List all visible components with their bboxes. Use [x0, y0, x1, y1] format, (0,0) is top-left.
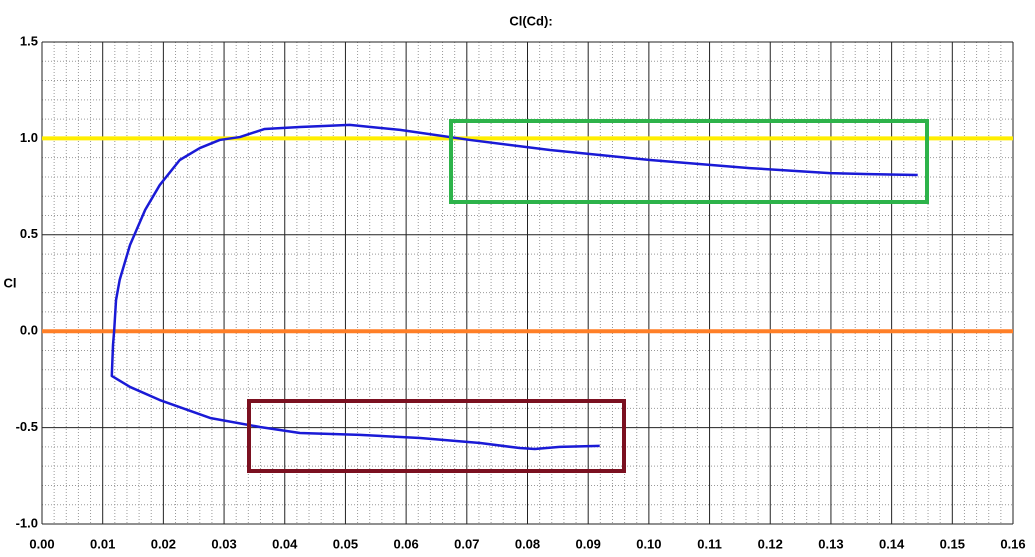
x-tick-label: 0.02 [151, 536, 176, 551]
y-tick-label: 0.5 [20, 226, 38, 241]
chart-title: Cl(Cd): [509, 13, 552, 28]
highlight-box [247, 399, 626, 473]
reference-lines [42, 136, 1013, 334]
y-tick-label: 1.0 [20, 130, 38, 145]
x-tick-label: 0.16 [1000, 536, 1025, 551]
y-tick-label: -1.0 [16, 515, 38, 530]
x-tick-label: 0.11 [697, 536, 722, 551]
x-tick-label: 0.01 [90, 536, 115, 551]
grid [41, 41, 1014, 525]
x-tick-label: 0.04 [272, 536, 298, 551]
y-tick-label: -0.5 [16, 419, 38, 434]
x-tick-label: 0.07 [454, 536, 479, 551]
x-tick-label: 0.08 [515, 536, 540, 551]
x-tick-label: 0.05 [333, 536, 358, 551]
x-tick-label: 0.00 [29, 536, 54, 551]
data-line [110, 123, 918, 451]
x-tick-label: 0.10 [636, 536, 661, 551]
x-tick-label: 0.03 [211, 536, 236, 551]
highlight-box [449, 119, 929, 204]
x-tick-label: 0.06 [393, 536, 418, 551]
x-tick-label: 0.12 [758, 536, 783, 551]
plot [110, 123, 918, 451]
y-tick-label: 1.5 [20, 33, 38, 48]
x-tick-label: 0.15 [940, 536, 965, 551]
y-axis-label: Cl [4, 275, 17, 290]
labels: 0.00 0.01 0.02 0.03 0.04 0.05 0.06 0.07 0.08 0.09… [16, 33, 1026, 551]
x-tick-label: 0.14 [879, 536, 905, 551]
x-tick-label: 0.09 [576, 536, 601, 551]
x-tick-label: 0.13 [818, 536, 843, 551]
y-tick-label: 0.0 [20, 323, 38, 338]
